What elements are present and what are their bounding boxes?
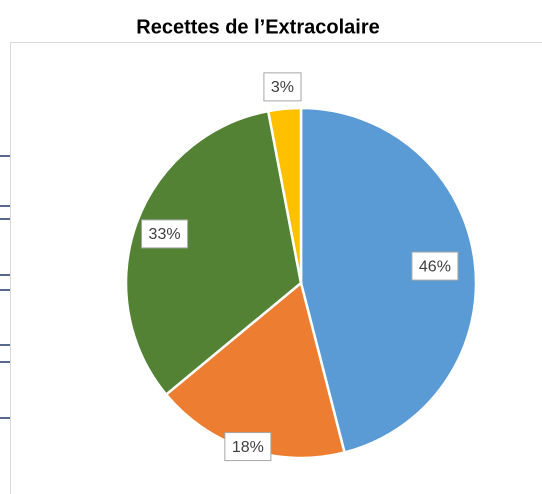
chart-title: Recettes de l’Extracolaire bbox=[136, 16, 379, 38]
data-label-box bbox=[263, 72, 302, 102]
data-label: 46% bbox=[419, 258, 451, 275]
data-label: 33% bbox=[149, 226, 181, 243]
data-label: 3% bbox=[271, 79, 294, 96]
data-label: 18% bbox=[232, 439, 264, 456]
data-label-box bbox=[411, 251, 459, 281]
pie-slice bbox=[299, 106, 478, 455]
data-label-box bbox=[224, 432, 272, 462]
pie-slice bbox=[266, 106, 303, 284]
pie-slice bbox=[124, 109, 303, 397]
data-label-box bbox=[141, 219, 189, 249]
side-lines bbox=[0, 155, 10, 419]
